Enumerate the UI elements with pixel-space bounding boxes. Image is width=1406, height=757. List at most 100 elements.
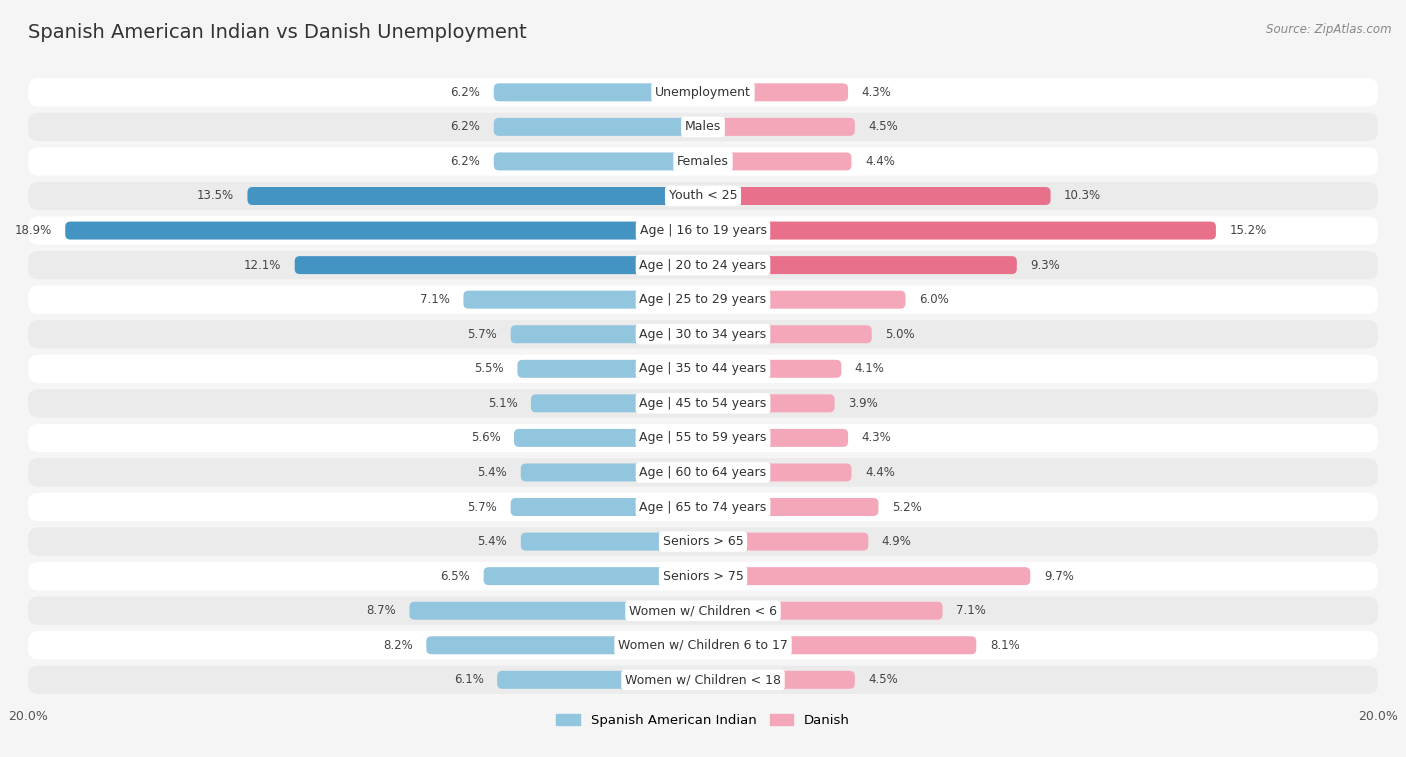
Text: 5.1%: 5.1%: [488, 397, 517, 410]
FancyBboxPatch shape: [703, 118, 855, 136]
Text: 4.9%: 4.9%: [882, 535, 911, 548]
FancyBboxPatch shape: [28, 389, 1378, 418]
FancyBboxPatch shape: [703, 533, 869, 550]
Text: 5.5%: 5.5%: [474, 363, 503, 375]
Text: Spanish American Indian vs Danish Unemployment: Spanish American Indian vs Danish Unempl…: [28, 23, 527, 42]
FancyBboxPatch shape: [703, 602, 942, 620]
Text: 5.0%: 5.0%: [886, 328, 915, 341]
Text: 18.9%: 18.9%: [14, 224, 52, 237]
FancyBboxPatch shape: [703, 498, 879, 516]
FancyBboxPatch shape: [703, 567, 1031, 585]
FancyBboxPatch shape: [28, 665, 1378, 694]
FancyBboxPatch shape: [703, 637, 976, 654]
FancyBboxPatch shape: [484, 567, 703, 585]
FancyBboxPatch shape: [28, 320, 1378, 348]
Text: 13.5%: 13.5%: [197, 189, 233, 202]
Text: Age | 25 to 29 years: Age | 25 to 29 years: [640, 293, 766, 306]
Text: Seniors > 65: Seniors > 65: [662, 535, 744, 548]
Text: 6.1%: 6.1%: [454, 673, 484, 687]
FancyBboxPatch shape: [703, 394, 835, 413]
Text: Women w/ Children < 18: Women w/ Children < 18: [626, 673, 780, 687]
FancyBboxPatch shape: [409, 602, 703, 620]
FancyBboxPatch shape: [510, 498, 703, 516]
Text: 3.9%: 3.9%: [848, 397, 877, 410]
Text: 4.3%: 4.3%: [862, 86, 891, 99]
Text: 7.1%: 7.1%: [956, 604, 986, 617]
Text: Youth < 25: Youth < 25: [669, 189, 737, 202]
FancyBboxPatch shape: [531, 394, 703, 413]
FancyBboxPatch shape: [703, 360, 841, 378]
Text: 4.1%: 4.1%: [855, 363, 884, 375]
Text: 6.2%: 6.2%: [450, 155, 481, 168]
FancyBboxPatch shape: [28, 113, 1378, 141]
FancyBboxPatch shape: [703, 326, 872, 343]
FancyBboxPatch shape: [65, 222, 703, 239]
Text: 10.3%: 10.3%: [1064, 189, 1101, 202]
Text: 5.4%: 5.4%: [478, 535, 508, 548]
FancyBboxPatch shape: [28, 285, 1378, 314]
Text: Women w/ Children < 6: Women w/ Children < 6: [628, 604, 778, 617]
FancyBboxPatch shape: [703, 291, 905, 309]
Text: 9.7%: 9.7%: [1043, 570, 1074, 583]
FancyBboxPatch shape: [703, 671, 855, 689]
FancyBboxPatch shape: [426, 637, 703, 654]
Text: 8.7%: 8.7%: [366, 604, 396, 617]
Text: Age | 65 to 74 years: Age | 65 to 74 years: [640, 500, 766, 513]
Text: Unemployment: Unemployment: [655, 86, 751, 99]
FancyBboxPatch shape: [28, 562, 1378, 590]
Text: Age | 60 to 64 years: Age | 60 to 64 years: [640, 466, 766, 479]
Text: 5.2%: 5.2%: [891, 500, 922, 513]
FancyBboxPatch shape: [28, 148, 1378, 176]
Text: 7.1%: 7.1%: [420, 293, 450, 306]
Text: Women w/ Children 6 to 17: Women w/ Children 6 to 17: [619, 639, 787, 652]
Text: 4.5%: 4.5%: [869, 673, 898, 687]
Text: 5.7%: 5.7%: [467, 328, 498, 341]
Text: Males: Males: [685, 120, 721, 133]
FancyBboxPatch shape: [494, 118, 703, 136]
Text: 6.2%: 6.2%: [450, 86, 481, 99]
Text: Age | 35 to 44 years: Age | 35 to 44 years: [640, 363, 766, 375]
FancyBboxPatch shape: [520, 533, 703, 550]
Text: 5.6%: 5.6%: [471, 431, 501, 444]
Text: Age | 16 to 19 years: Age | 16 to 19 years: [640, 224, 766, 237]
FancyBboxPatch shape: [510, 326, 703, 343]
Text: 12.1%: 12.1%: [243, 259, 281, 272]
Text: 8.2%: 8.2%: [382, 639, 413, 652]
Text: 5.4%: 5.4%: [478, 466, 508, 479]
FancyBboxPatch shape: [517, 360, 703, 378]
Text: Seniors > 75: Seniors > 75: [662, 570, 744, 583]
FancyBboxPatch shape: [703, 152, 852, 170]
FancyBboxPatch shape: [494, 152, 703, 170]
FancyBboxPatch shape: [703, 187, 1050, 205]
FancyBboxPatch shape: [703, 83, 848, 101]
Text: 4.4%: 4.4%: [865, 155, 894, 168]
FancyBboxPatch shape: [28, 251, 1378, 279]
FancyBboxPatch shape: [28, 493, 1378, 521]
FancyBboxPatch shape: [28, 182, 1378, 210]
Text: 9.3%: 9.3%: [1031, 259, 1060, 272]
Text: 15.2%: 15.2%: [1229, 224, 1267, 237]
Text: 4.5%: 4.5%: [869, 120, 898, 133]
FancyBboxPatch shape: [28, 78, 1378, 107]
FancyBboxPatch shape: [28, 217, 1378, 245]
Text: 8.1%: 8.1%: [990, 639, 1019, 652]
Text: 5.7%: 5.7%: [467, 500, 498, 513]
Text: Age | 55 to 59 years: Age | 55 to 59 years: [640, 431, 766, 444]
Text: Age | 45 to 54 years: Age | 45 to 54 years: [640, 397, 766, 410]
FancyBboxPatch shape: [494, 83, 703, 101]
Text: Females: Females: [678, 155, 728, 168]
FancyBboxPatch shape: [28, 424, 1378, 452]
Text: Age | 20 to 24 years: Age | 20 to 24 years: [640, 259, 766, 272]
Text: 4.3%: 4.3%: [862, 431, 891, 444]
Text: 6.0%: 6.0%: [920, 293, 949, 306]
Text: 4.4%: 4.4%: [865, 466, 894, 479]
Text: Source: ZipAtlas.com: Source: ZipAtlas.com: [1267, 23, 1392, 36]
FancyBboxPatch shape: [28, 631, 1378, 659]
FancyBboxPatch shape: [28, 458, 1378, 487]
FancyBboxPatch shape: [703, 429, 848, 447]
FancyBboxPatch shape: [515, 429, 703, 447]
FancyBboxPatch shape: [28, 354, 1378, 383]
Text: 6.2%: 6.2%: [450, 120, 481, 133]
FancyBboxPatch shape: [703, 256, 1017, 274]
FancyBboxPatch shape: [703, 222, 1216, 239]
